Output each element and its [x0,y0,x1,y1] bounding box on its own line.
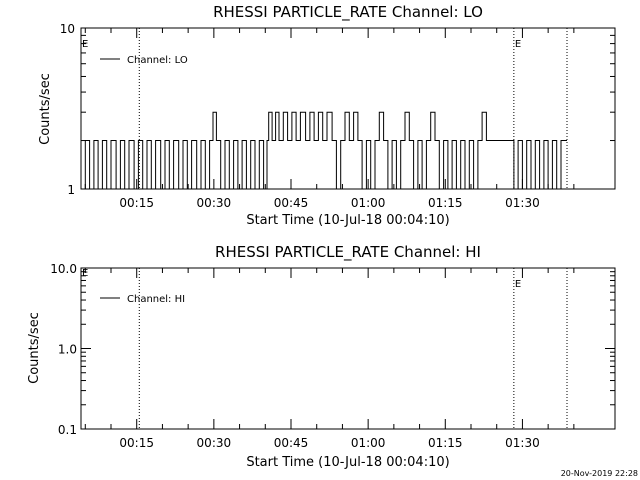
y-tick-label: 10 [60,22,75,36]
legend: Channel: LO [100,55,188,66]
footer-timestamp: 20-Nov-2019 22:28 [561,469,638,478]
y-tick-label: 1 [67,183,75,197]
x-tick-label: 01:30 [505,196,540,210]
x-tick-label: 00:30 [197,196,232,210]
x-tick-label: 00:30 [197,436,232,450]
legend-label: Channel: HI [127,294,185,305]
x-tick-label: 00:45 [274,436,309,450]
chart-title: RHESSI PARTICLE_RATE Channel: HI [215,243,481,262]
y-tick-label: 0.1 [58,423,77,437]
panel-lo-channel: RHESSI PARTICLE_RATE Channel: LO Counts/… [38,3,616,228]
x-tick-label: 01:15 [428,436,463,450]
series-line [81,111,567,190]
x-tick-label: 01:00 [351,196,386,210]
x-tick-label: 01:15 [428,196,463,210]
left-edge-event-label: E [82,268,88,279]
plot-frame [80,267,616,430]
x-axis-label: Start Time (10-Jul-18 00:04:10) [246,455,449,470]
legend: Channel: HI [100,294,185,305]
y-tick-label: 10.0 [50,262,77,276]
y-tick-label: 1.0 [58,343,77,357]
plot-frame [80,27,616,190]
chart-title: RHESSI PARTICLE_RATE Channel: LO [213,3,483,22]
y-axis-label: Counts/sec [27,312,42,384]
x-tick-label: 00:15 [119,196,154,210]
panel-hi-channel: RHESSI PARTICLE_RATE Channel: HI Counts/… [27,243,616,470]
x-tick-label: 00:45 [274,196,309,210]
legend-label: Channel: LO [127,55,188,66]
x-axis-label: Start Time (10-Jul-18 00:04:10) [246,213,449,228]
left-edge-event-label: E [82,39,88,50]
x-tick-label: 01:30 [505,436,540,450]
x-tick-label: 00:15 [119,436,154,450]
y-axis-label: Counts/sec [38,73,53,145]
x-tick-label: 01:00 [351,436,386,450]
event-label: E [515,39,521,50]
event-label: E [515,279,521,290]
